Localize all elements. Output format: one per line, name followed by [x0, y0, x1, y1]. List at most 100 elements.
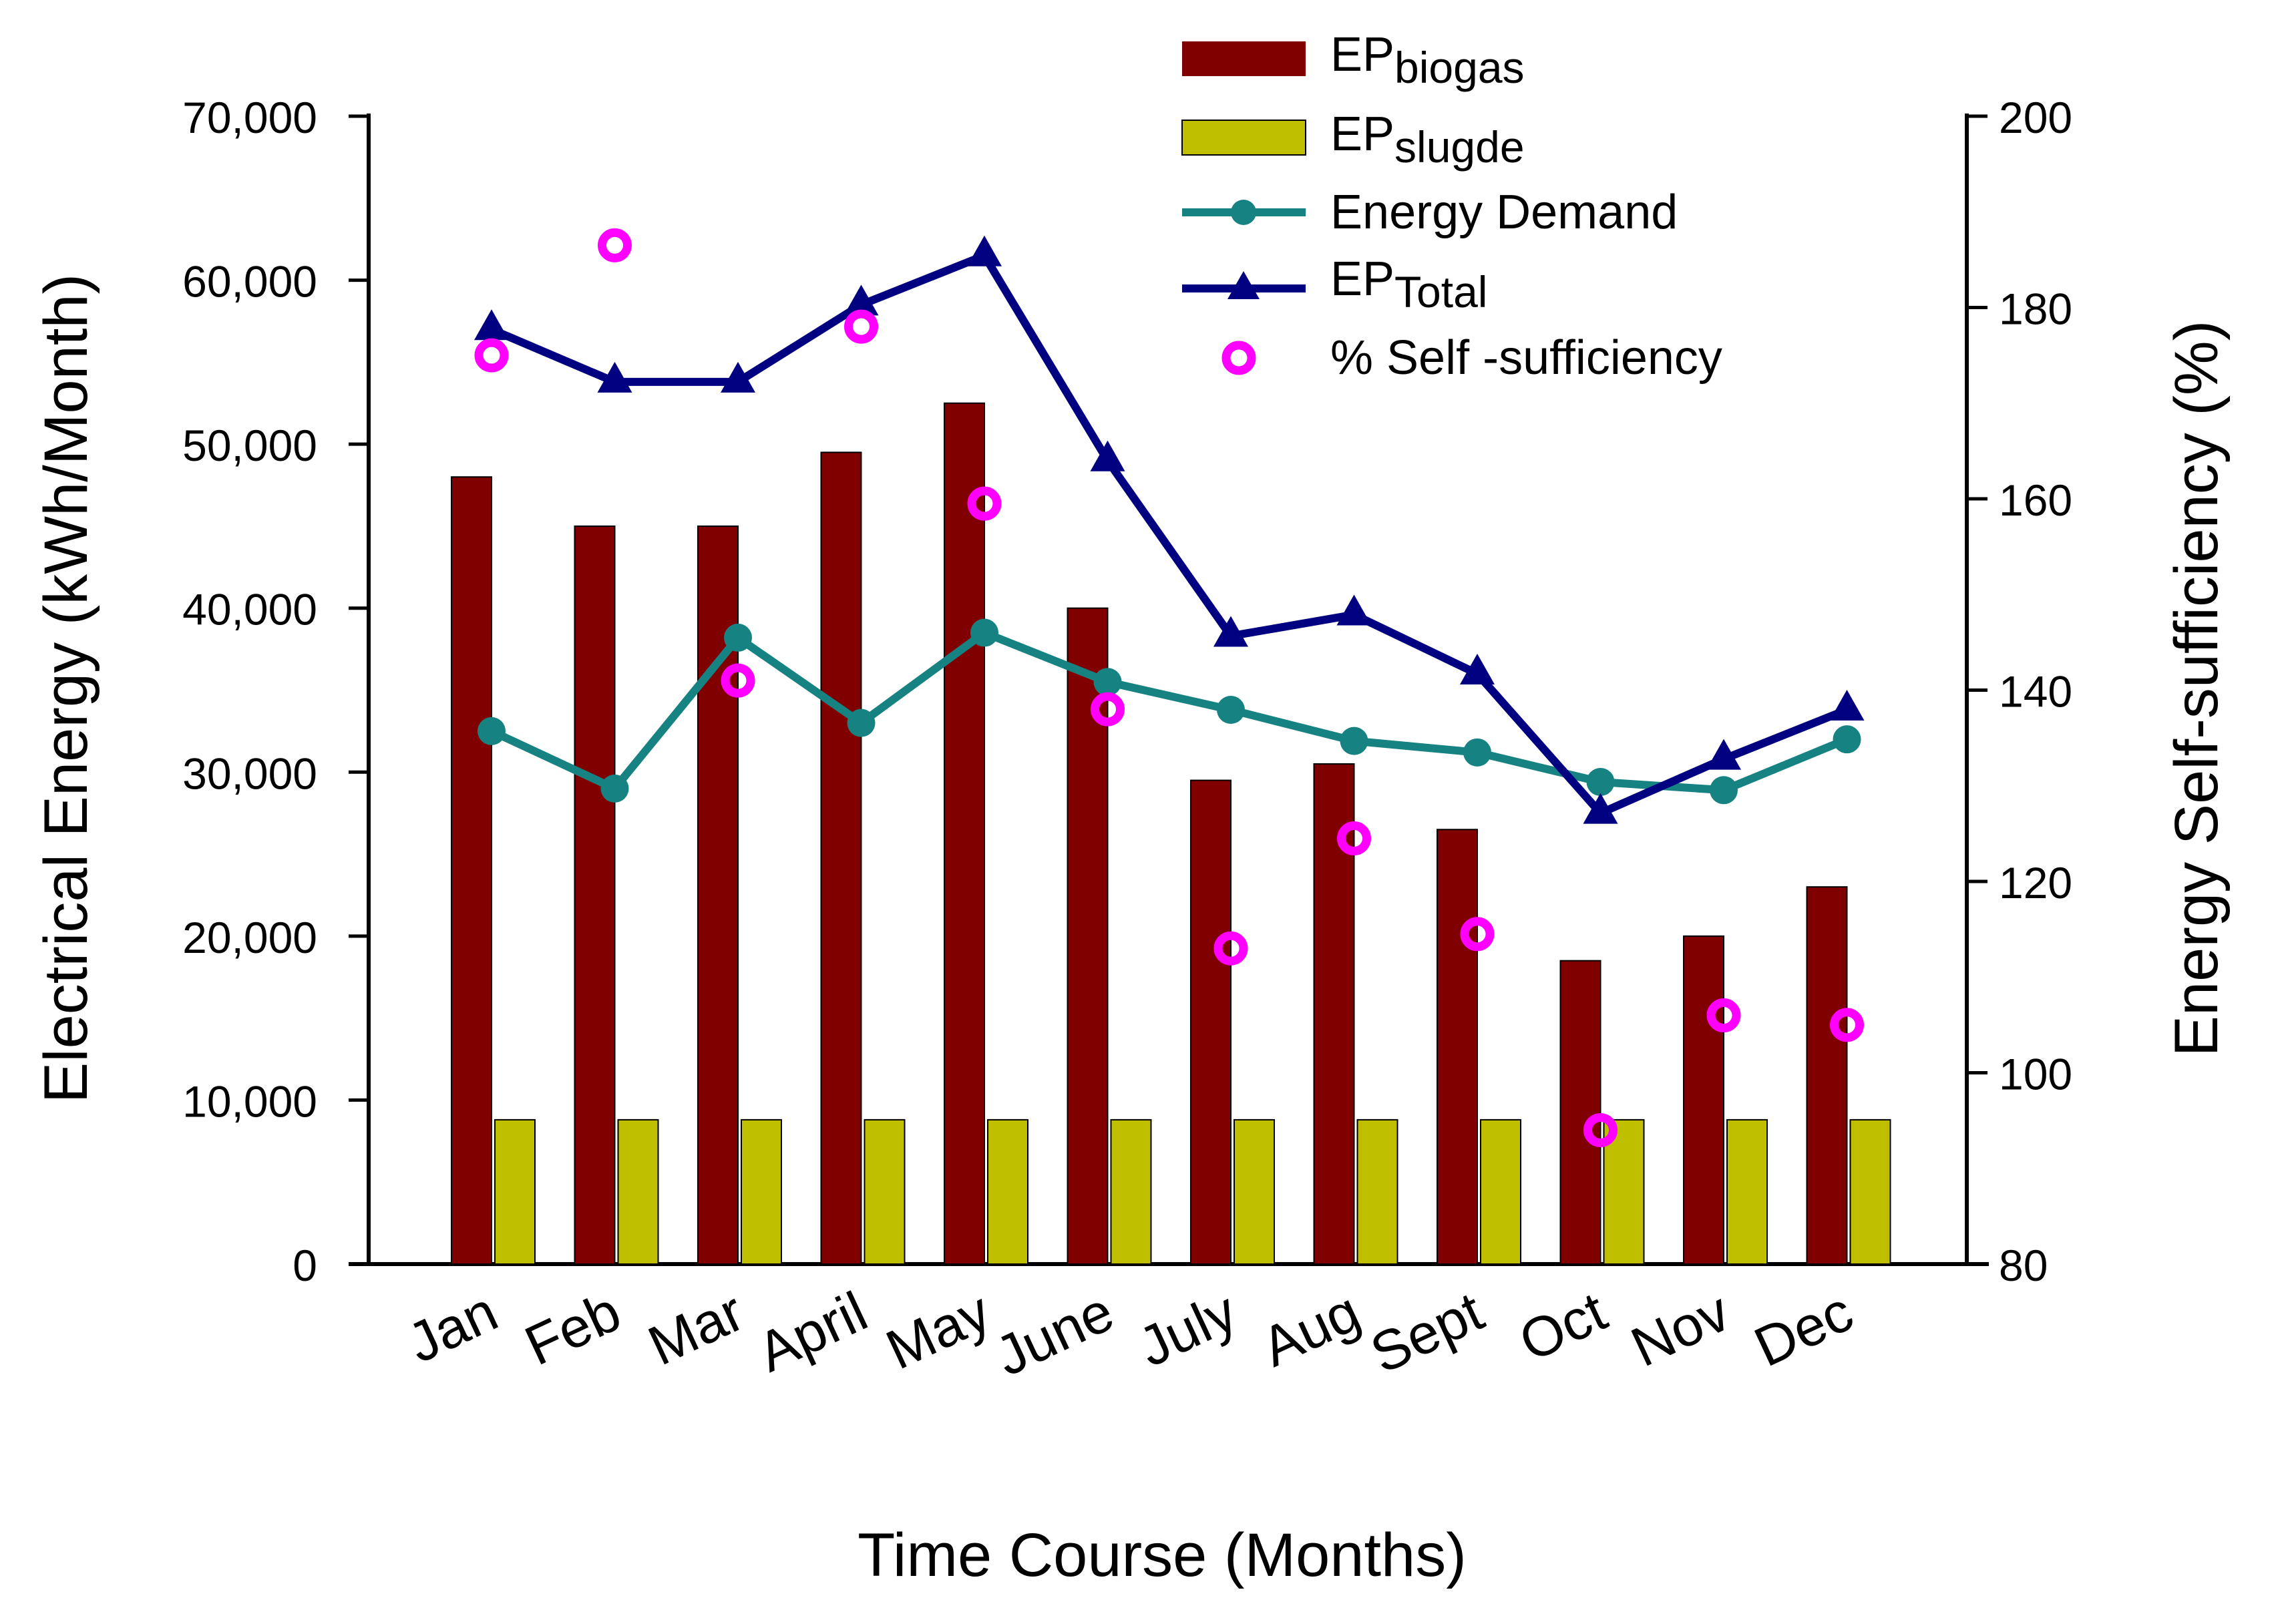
category-label: July: [1129, 1279, 1246, 1378]
bar-sludge: [1234, 1119, 1275, 1265]
x-axis-title: Time Course (Months): [858, 1521, 1467, 1589]
bar-marks: [451, 402, 1891, 1265]
category-label: Oct: [1510, 1279, 1616, 1373]
point-self-sufficiency: [598, 228, 632, 262]
point-self-sufficiency: [474, 338, 509, 373]
legend-marker-demand: [1231, 200, 1256, 225]
point-marks: [474, 228, 1864, 1147]
legend-label-total-main: EP: [1330, 252, 1394, 306]
marker-energy-demand: [1586, 768, 1615, 797]
legend-swatch-sludge: [1181, 120, 1306, 156]
marker-ep-total: [1460, 653, 1495, 684]
legend-label-total-sub: Total: [1394, 267, 1487, 317]
category-label: June: [986, 1279, 1123, 1388]
point-self-sufficiency: [721, 663, 755, 698]
bar-sludge: [494, 1119, 536, 1265]
bar-biogas: [574, 525, 616, 1265]
bar-sludge: [1849, 1119, 1891, 1265]
legend: EPbiogas EPslugde Energy Demand EPTotal …: [1181, 28, 1722, 385]
legend-label-sludge: EPslugde: [1330, 108, 1525, 172]
left-tick-label: 30,000: [182, 749, 317, 798]
marker-ep-total: [967, 235, 1002, 266]
legend-marker-selfsufficiency: [1221, 341, 1256, 375]
bar-biogas: [820, 451, 862, 1265]
left-tick-label: 60,000: [182, 257, 317, 307]
marker-ep-total: [1583, 793, 1618, 824]
category-label: Mar: [639, 1279, 753, 1377]
y2-axis-title: Energy Self-sufficiency (%): [2162, 321, 2231, 1057]
point-self-sufficiency: [1213, 931, 1248, 966]
marker-energy-demand: [1217, 695, 1245, 724]
legend-label-sludge-sub: slugde: [1394, 122, 1525, 172]
marker-ep-total: [1829, 689, 1865, 721]
legend-marker-total: [1227, 271, 1260, 299]
bar-sludge: [1480, 1119, 1521, 1265]
marker-energy-demand: [970, 618, 998, 647]
right-tick-label: 100: [1999, 1050, 2072, 1099]
point-self-sufficiency: [1460, 917, 1495, 952]
point-self-sufficiency: [967, 486, 1002, 521]
left-axis-ticks: 0 10,000 20,000 30,000 40,000 50,000 60,000 70,…: [182, 93, 369, 1290]
right-axis-ticks: 80 100 120 140 160 180 200: [1967, 93, 2072, 1290]
bar-biogas: [1806, 886, 1848, 1265]
left-tick-label: 0: [293, 1241, 317, 1290]
category-label: Sept: [1361, 1279, 1492, 1385]
marker-ep-total: [474, 309, 509, 341]
legend-label-biogas: EPbiogas: [1330, 28, 1525, 92]
bar-sludge: [1603, 1119, 1645, 1265]
left-tick-label: 40,000: [182, 585, 317, 634]
category-label: Aug: [1252, 1279, 1369, 1378]
legend-swatch-biogas: [1182, 41, 1306, 76]
category-label: Dec: [1745, 1279, 1862, 1378]
bar-biogas: [1067, 607, 1109, 1265]
point-self-sufficiency: [1583, 1112, 1618, 1147]
right-tick-label: 180: [1999, 284, 2072, 334]
bar-sludge: [864, 1119, 906, 1265]
left-tick-label: 70,000: [182, 93, 317, 142]
right-tick-label: 200: [1999, 93, 2072, 142]
bar-sludge: [1726, 1119, 1768, 1265]
legend-label-total: EPTotal: [1330, 252, 1487, 317]
bar-biogas: [1683, 935, 1724, 1265]
marker-energy-demand: [1093, 668, 1122, 696]
left-tick-label: 20,000: [182, 913, 317, 962]
marker-ep-total: [597, 361, 632, 393]
marker-ep-total: [843, 284, 879, 316]
legend-label-sludge-main: EP: [1330, 108, 1394, 161]
category-label: May: [877, 1279, 1000, 1381]
bar-sludge: [617, 1119, 659, 1265]
right-tick-label: 160: [1999, 475, 2072, 525]
bar-biogas: [451, 476, 492, 1265]
right-tick-label: 120: [1999, 858, 2072, 907]
bar-biogas: [1437, 829, 1478, 1265]
marker-ep-total: [721, 361, 755, 393]
bar-sludge: [1356, 1119, 1398, 1265]
marker-energy-demand: [600, 774, 629, 803]
category-label: Jan: [398, 1279, 506, 1374]
point-self-sufficiency: [844, 309, 878, 344]
right-tick-label: 80: [1999, 1241, 2048, 1290]
marker-energy-demand: [847, 708, 876, 737]
right-tick-label: 140: [1999, 667, 2072, 717]
bar-biogas: [1559, 960, 1601, 1265]
marker-energy-demand: [1833, 725, 1861, 754]
marker-ep-total: [1706, 739, 1741, 770]
bar-biogas: [1190, 779, 1232, 1265]
marker-energy-demand: [724, 623, 752, 652]
point-self-sufficiency: [1091, 692, 1125, 727]
point-self-sufficiency: [1830, 1008, 1864, 1042]
line-marks: [474, 235, 1865, 824]
legend-label-biogas-sub: biogas: [1394, 43, 1525, 92]
line-ep-total: [490, 250, 1849, 818]
category-label: April: [748, 1279, 876, 1384]
y-axis-title: Electrical Energy (kWh/Month): [32, 274, 100, 1103]
marker-energy-demand: [1463, 738, 1491, 767]
line-energy-demand: [490, 628, 1849, 795]
bar-sludge: [1110, 1119, 1152, 1265]
bar-biogas: [944, 402, 985, 1265]
bar-sludge: [987, 1119, 1028, 1265]
marker-ep-total: [1336, 594, 1372, 626]
legend-label-selfsufficiency: % Self -sufficiency: [1330, 331, 1722, 385]
legend-label-biogas-main: EP: [1330, 28, 1394, 81]
